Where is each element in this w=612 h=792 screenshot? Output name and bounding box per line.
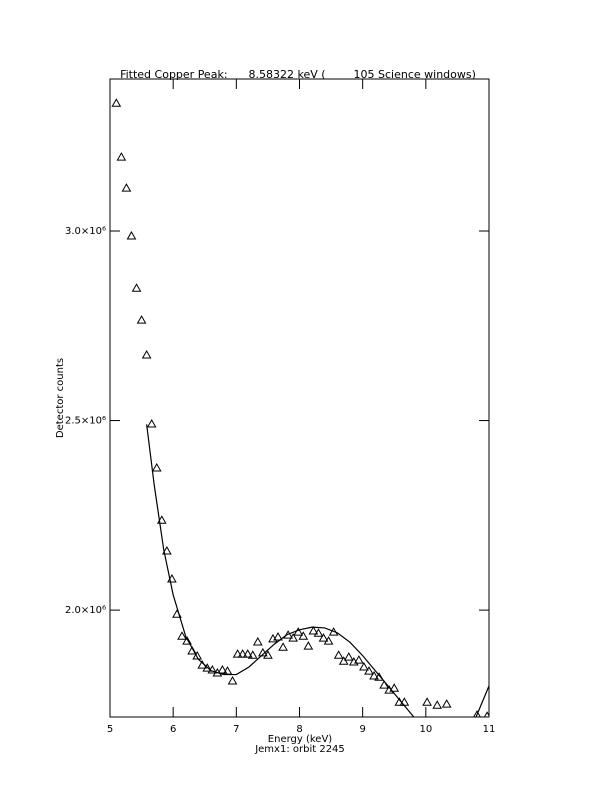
data-point [131,283,142,292]
data-point [161,545,172,555]
data-point [116,152,127,161]
y-tick-label: 3.0×10⁶ [65,226,106,237]
data-point [242,649,253,658]
data-point [318,633,329,642]
data-point [111,98,122,107]
x-tick-label: 9 [359,724,365,735]
x-axis-label: Energy (keV) [268,734,333,745]
data-point [473,710,481,717]
x-tick-label: 6 [170,724,176,735]
data-point [432,700,443,709]
data-point [252,636,263,646]
data-point [126,230,137,240]
data-point [237,649,248,658]
data-point [182,636,192,645]
data-point [288,633,299,642]
data-point [146,418,157,428]
data-point [202,663,213,672]
data-point [364,666,374,675]
data-point [298,631,309,640]
data-point [359,661,369,671]
data-point [343,652,354,661]
data-point [278,642,288,651]
data-point [369,671,379,680]
x-tick-label: 8 [296,724,302,735]
annotation: Jemx1: orbit 2245 [254,744,345,755]
data-point [247,650,258,659]
data-point [323,636,334,645]
y-axis-label: Detector counts [55,358,66,438]
data-point [121,183,132,192]
data-point [441,699,452,708]
data-point [333,650,344,659]
x-tick-label: 7 [233,724,239,735]
data-point [217,664,228,674]
data-point [263,650,273,659]
data-point [273,632,283,641]
data-point [192,650,203,660]
data-point [141,349,152,359]
x-tick-label: 10 [419,724,432,735]
data-point [374,672,384,681]
chart-title: Fitted Copper Peak: 8.58322 keV ( 105 Sc… [120,68,476,81]
data-point [308,625,319,635]
fit-line [146,424,489,717]
data-point [313,628,324,637]
y-tick-label: 2.0×10⁶ [65,605,106,616]
x-tick-label: 5 [107,724,113,735]
data-point [483,711,489,717]
data-point [303,641,314,650]
data-point [354,655,364,664]
data-point [422,697,432,706]
data-point [177,631,187,640]
data-point [232,649,243,658]
data-point [151,462,162,472]
data-point [136,315,147,324]
data-point [389,683,400,692]
data-point [227,675,238,685]
data-point [338,656,349,665]
x-tick-label: 11 [483,724,496,735]
plot-area [111,98,489,717]
plot-frame [109,78,490,718]
y-tick-label: 2.5×10⁶ [65,416,106,427]
